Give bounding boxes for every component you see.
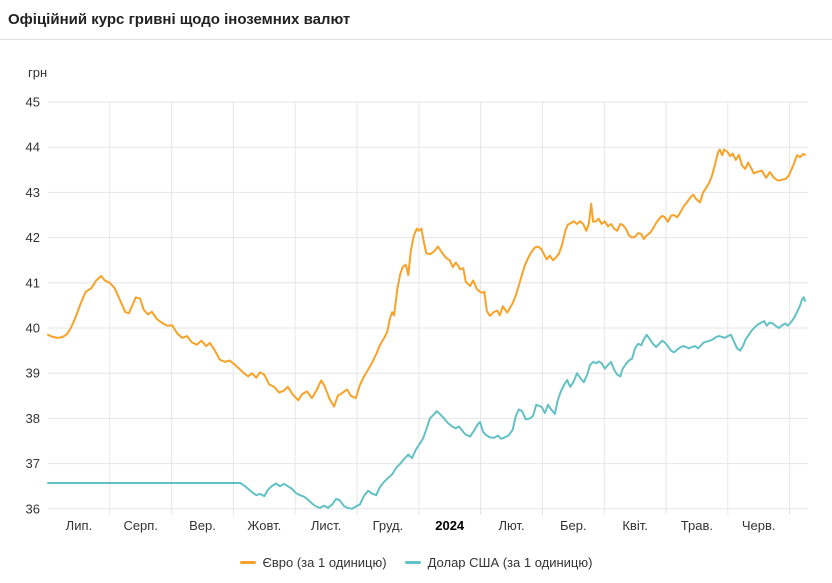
y-axis-tick-label: 43 <box>26 185 40 200</box>
y-axis-tick-label: 40 <box>26 321 40 336</box>
x-axis-label: Трав. <box>681 518 713 533</box>
y-axis-tick-label: 37 <box>26 456 40 471</box>
usd-line[interactable] <box>47 296 806 510</box>
euro-line[interactable] <box>47 148 806 408</box>
legend-label-usd: Долар США (за 1 одиницю) <box>427 554 593 570</box>
y-axis-tick-label: 41 <box>26 275 40 290</box>
x-axis-label: Квіт. <box>622 518 648 533</box>
y-axis-tick-label: 42 <box>26 230 40 245</box>
chart-legend: Євро (за 1 одиницю) Долар США (за 1 один… <box>0 551 832 573</box>
x-axis-label: Серп. <box>123 518 158 533</box>
x-axis-label: Вер. <box>189 518 216 533</box>
euro-line-swatch <box>239 560 256 564</box>
legend-item-usd[interactable]: Долар США (за 1 одиницю) <box>404 554 593 570</box>
y-axis-tick-label: 38 <box>26 411 40 426</box>
x-axis-label: Груд. <box>373 518 404 533</box>
x-axis-label: Бер. <box>560 518 587 533</box>
x-axis-label: Лист. <box>311 518 341 533</box>
chart-area: 45 44 43 42 41 40 39 38 37 36 Лип. Серп. Вер. Жовт. Ли… <box>0 41 832 543</box>
usd-line-swatch <box>404 560 421 564</box>
legend-label-euro: Євро (за 1 одиницю) <box>262 554 387 570</box>
y-axis-tick-label: 39 <box>26 366 40 381</box>
y-axis-tick-label: 44 <box>26 140 40 155</box>
x-axis-label: 2024 <box>435 518 465 533</box>
x-axis-label: Лип. <box>66 518 92 533</box>
y-axis-unit-label: грн <box>28 65 47 80</box>
page-title: Офіційний курс гривні щодо іноземних вал… <box>8 11 351 28</box>
y-axis-tick-label: 36 <box>26 501 40 516</box>
legend-item-euro[interactable]: Євро (за 1 одиницю) <box>239 554 387 570</box>
x-axis-label: Жовт. <box>247 518 281 533</box>
chart-svg: 45 44 43 42 41 40 39 38 37 36 Лип. Серп. Вер. Жовт. Ли… <box>26 65 808 533</box>
x-axis-label: Черв. <box>742 518 776 533</box>
y-axis-tick-label: 45 <box>26 95 40 110</box>
x-axis-label: Лют. <box>498 518 524 533</box>
chart-header: Офіційний курс гривні щодо іноземних вал… <box>0 0 832 40</box>
